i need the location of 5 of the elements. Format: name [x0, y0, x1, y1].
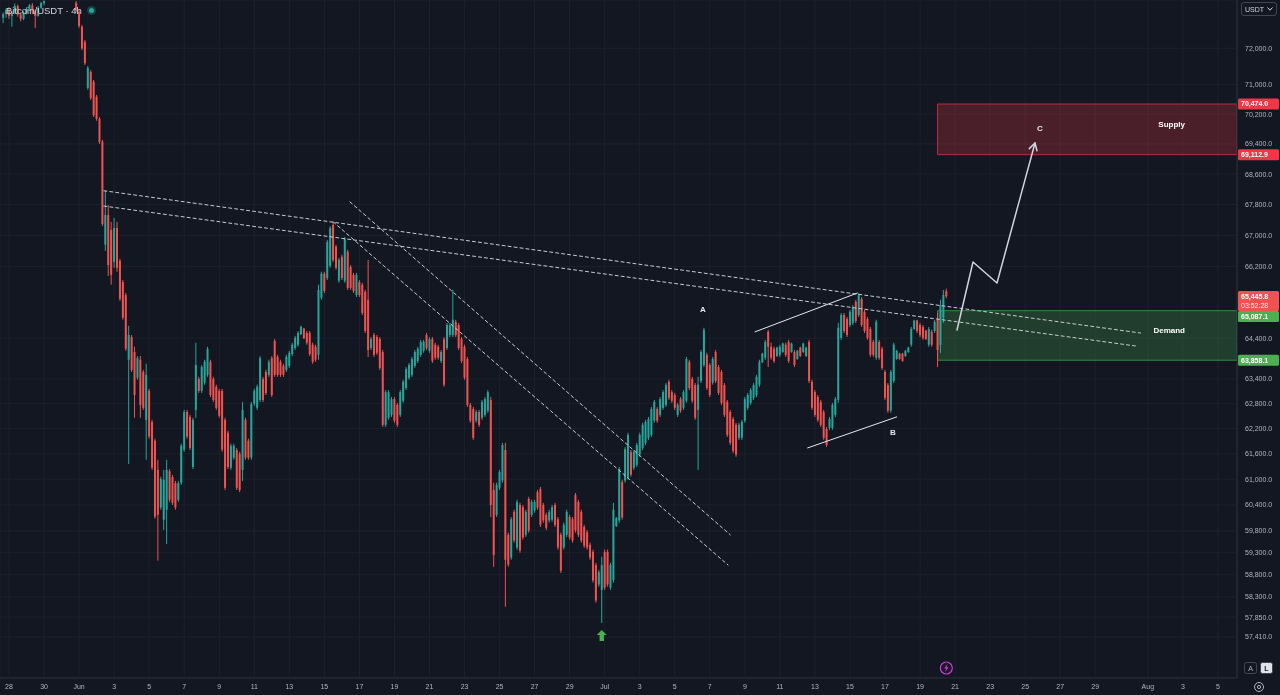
band-label: Demand: [1153, 326, 1186, 335]
annotation: A: [700, 304, 707, 314]
annotation: B: [890, 427, 897, 437]
annotation: C: [1037, 123, 1044, 133]
band-label: Supply: [1158, 119, 1186, 129]
